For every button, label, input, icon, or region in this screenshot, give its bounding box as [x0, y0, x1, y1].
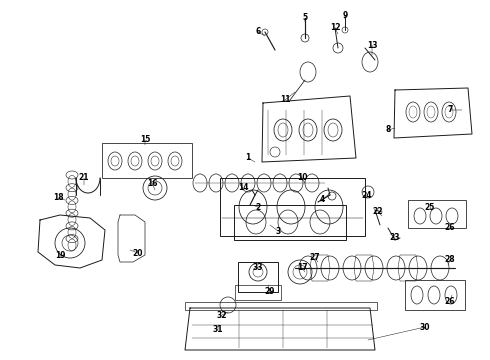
Text: 1: 1 [245, 153, 250, 162]
Text: 25: 25 [425, 202, 435, 211]
Text: 20: 20 [133, 248, 143, 257]
Bar [185, 302, 377, 310]
Bar [220, 178, 365, 236]
Bar [102, 143, 192, 178]
Text: 10: 10 [297, 174, 307, 183]
Text: 32: 32 [217, 310, 227, 320]
Bar [405, 280, 465, 310]
Text: 22: 22 [373, 207, 383, 216]
Text: 29: 29 [265, 288, 275, 297]
Text: 33: 33 [253, 264, 263, 273]
Text: 12: 12 [330, 23, 340, 32]
Text: 19: 19 [55, 251, 65, 260]
Text: 14: 14 [238, 184, 248, 193]
Text: 6: 6 [255, 27, 261, 36]
Text: 16: 16 [147, 179, 157, 188]
Text: 7: 7 [447, 105, 453, 114]
Text: 18: 18 [53, 194, 63, 202]
Bar [234, 205, 346, 240]
Text: 8: 8 [385, 126, 391, 135]
Text: 3: 3 [275, 226, 281, 235]
Text: 23: 23 [390, 233, 400, 242]
Text: 28: 28 [445, 256, 455, 265]
Bar [408, 200, 466, 228]
Text: 26: 26 [445, 224, 455, 233]
Bar [238, 262, 278, 292]
Text: 9: 9 [343, 12, 347, 21]
Text: 13: 13 [367, 40, 377, 49]
Text: 4: 4 [319, 195, 325, 204]
Text: 27: 27 [310, 253, 320, 262]
Text: 21: 21 [79, 174, 89, 183]
Text: 30: 30 [420, 323, 430, 332]
Text: 24: 24 [362, 190, 372, 199]
Text: 11: 11 [280, 95, 290, 104]
Text: 2: 2 [255, 202, 261, 211]
Text: 26: 26 [445, 297, 455, 306]
Text: 17: 17 [296, 264, 307, 273]
Text: 15: 15 [140, 135, 150, 144]
Text: 31: 31 [213, 325, 223, 334]
Bar [235, 285, 281, 300]
Text: 5: 5 [302, 13, 308, 22]
